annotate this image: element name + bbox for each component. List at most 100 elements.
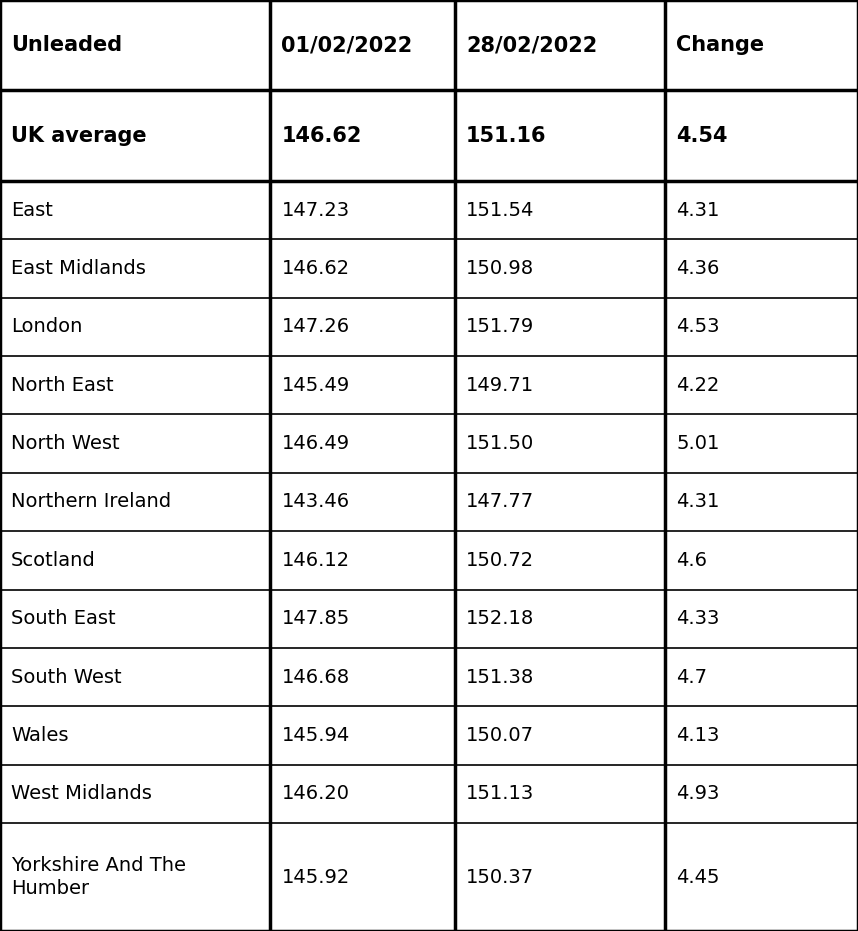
Bar (270, 532, 455, 589)
Text: East Midlands: East Midlands (11, 259, 146, 278)
Text: 145.92: 145.92 (281, 868, 350, 886)
Bar (455, 0, 665, 90)
Text: 01/02/2022: 01/02/2022 (281, 35, 413, 55)
Text: Change: Change (676, 35, 764, 55)
Bar (455, 764, 665, 823)
Text: South West: South West (11, 668, 122, 686)
Bar (270, 298, 455, 356)
Text: 150.07: 150.07 (466, 726, 534, 745)
Bar (0, 823, 270, 931)
Text: London: London (11, 317, 82, 336)
Bar (0, 298, 270, 356)
Bar (665, 181, 849, 239)
Text: Scotland: Scotland (11, 551, 96, 570)
Bar (270, 181, 455, 239)
Bar (0, 90, 270, 181)
Text: Wales: Wales (11, 726, 69, 745)
Text: 4.6: 4.6 (676, 551, 707, 570)
Text: 145.94: 145.94 (281, 726, 350, 745)
Text: 147.26: 147.26 (281, 317, 349, 336)
Text: 4.33: 4.33 (676, 609, 720, 628)
Bar (455, 532, 665, 589)
Text: 149.71: 149.71 (466, 376, 534, 395)
Bar (455, 648, 665, 707)
Bar (270, 707, 455, 764)
Bar (0, 532, 270, 589)
Text: 146.12: 146.12 (281, 551, 349, 570)
Text: 150.37: 150.37 (466, 868, 534, 886)
Text: 151.16: 151.16 (466, 126, 547, 146)
Text: 146.62: 146.62 (281, 259, 349, 278)
Text: 147.77: 147.77 (466, 492, 534, 511)
Text: 4.36: 4.36 (676, 259, 720, 278)
Text: 151.38: 151.38 (466, 668, 535, 686)
Text: 4.7: 4.7 (676, 668, 707, 686)
Bar (455, 414, 665, 473)
Bar (455, 589, 665, 648)
Text: 4.45: 4.45 (676, 868, 720, 886)
Bar (665, 414, 849, 473)
Bar (455, 707, 665, 764)
Text: 4.31: 4.31 (676, 492, 720, 511)
Bar (455, 298, 665, 356)
Bar (665, 589, 849, 648)
Bar (665, 764, 849, 823)
Text: 150.98: 150.98 (466, 259, 534, 278)
Text: North West: North West (11, 434, 120, 453)
Text: 146.49: 146.49 (281, 434, 349, 453)
Bar (665, 473, 849, 532)
Text: 143.46: 143.46 (281, 492, 349, 511)
Bar (665, 90, 849, 181)
Bar (270, 0, 455, 90)
Text: 4.31: 4.31 (676, 201, 720, 220)
Text: 151.13: 151.13 (466, 784, 535, 803)
Bar (0, 0, 270, 90)
Text: West Midlands: West Midlands (11, 784, 152, 803)
Text: South East: South East (11, 609, 116, 628)
Text: 4.93: 4.93 (676, 784, 720, 803)
Bar (270, 589, 455, 648)
Bar (270, 473, 455, 532)
Bar (0, 648, 270, 707)
Bar (665, 823, 849, 931)
Bar (270, 764, 455, 823)
Text: Northern Ireland: Northern Ireland (11, 492, 172, 511)
Text: 146.20: 146.20 (281, 784, 349, 803)
Text: 4.13: 4.13 (676, 726, 720, 745)
Bar (665, 532, 849, 589)
Bar (665, 356, 849, 414)
Text: 151.79: 151.79 (466, 317, 535, 336)
Bar (455, 239, 665, 298)
Bar (0, 707, 270, 764)
Text: 150.72: 150.72 (466, 551, 534, 570)
Bar (270, 414, 455, 473)
Bar (665, 0, 849, 90)
Text: UK average: UK average (11, 126, 147, 146)
Bar (270, 823, 455, 931)
Bar (455, 823, 665, 931)
Bar (455, 473, 665, 532)
Text: 4.54: 4.54 (676, 126, 728, 146)
Text: North East: North East (11, 376, 114, 395)
Text: 5.01: 5.01 (676, 434, 720, 453)
Bar (0, 473, 270, 532)
Bar (665, 298, 849, 356)
Text: 146.68: 146.68 (281, 668, 349, 686)
Bar (665, 707, 849, 764)
Bar (0, 239, 270, 298)
Bar (0, 414, 270, 473)
Text: Yorkshire And The
Humber: Yorkshire And The Humber (11, 856, 186, 898)
Text: 151.54: 151.54 (466, 201, 535, 220)
Text: 152.18: 152.18 (466, 609, 535, 628)
Text: 147.85: 147.85 (281, 609, 350, 628)
Bar (455, 90, 665, 181)
Bar (0, 356, 270, 414)
Text: Unleaded: Unleaded (11, 35, 123, 55)
Bar (270, 90, 455, 181)
Bar (665, 648, 849, 707)
Bar (0, 589, 270, 648)
Text: 4.22: 4.22 (676, 376, 720, 395)
Bar (455, 356, 665, 414)
Bar (270, 239, 455, 298)
Text: 146.62: 146.62 (281, 126, 362, 146)
